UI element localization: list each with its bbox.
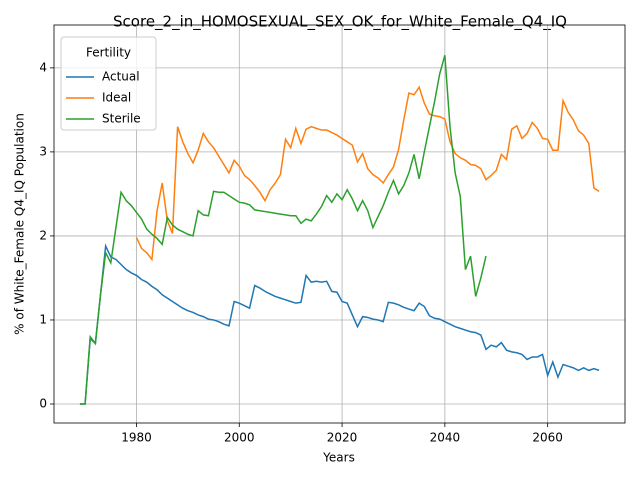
y-axis-label: % of White_Female Q4_IQ Population — [13, 113, 27, 335]
y-tick-label: 0 — [39, 397, 47, 411]
x-tick-label: 2000 — [224, 431, 255, 445]
x-tick-label: 2060 — [532, 431, 563, 445]
legend-title: Fertility — [86, 46, 131, 60]
legend-label: Sterile — [102, 112, 141, 126]
legend-label: Ideal — [102, 91, 131, 105]
x-axis-label: Years — [322, 451, 355, 465]
x-tick-label: 2040 — [430, 431, 461, 445]
legend-box — [60, 36, 157, 131]
line-series — [79, 243, 600, 405]
legend-label: Actual — [102, 70, 140, 84]
y-tick-label: 1 — [39, 312, 47, 326]
x-tick-label: 1980 — [121, 431, 152, 445]
chart-title: Score_2_in_HOMOSEXUAL_SEX_OK_for_White_F… — [113, 13, 567, 32]
y-tick-label: 2 — [39, 228, 47, 242]
plot-frame — [53, 24, 626, 424]
y-tick-label: 3 — [39, 144, 47, 158]
x-tick-label: 2020 — [327, 431, 358, 445]
line-series — [135, 85, 600, 262]
line-series — [79, 55, 487, 405]
y-tick-label: 4 — [39, 60, 47, 74]
